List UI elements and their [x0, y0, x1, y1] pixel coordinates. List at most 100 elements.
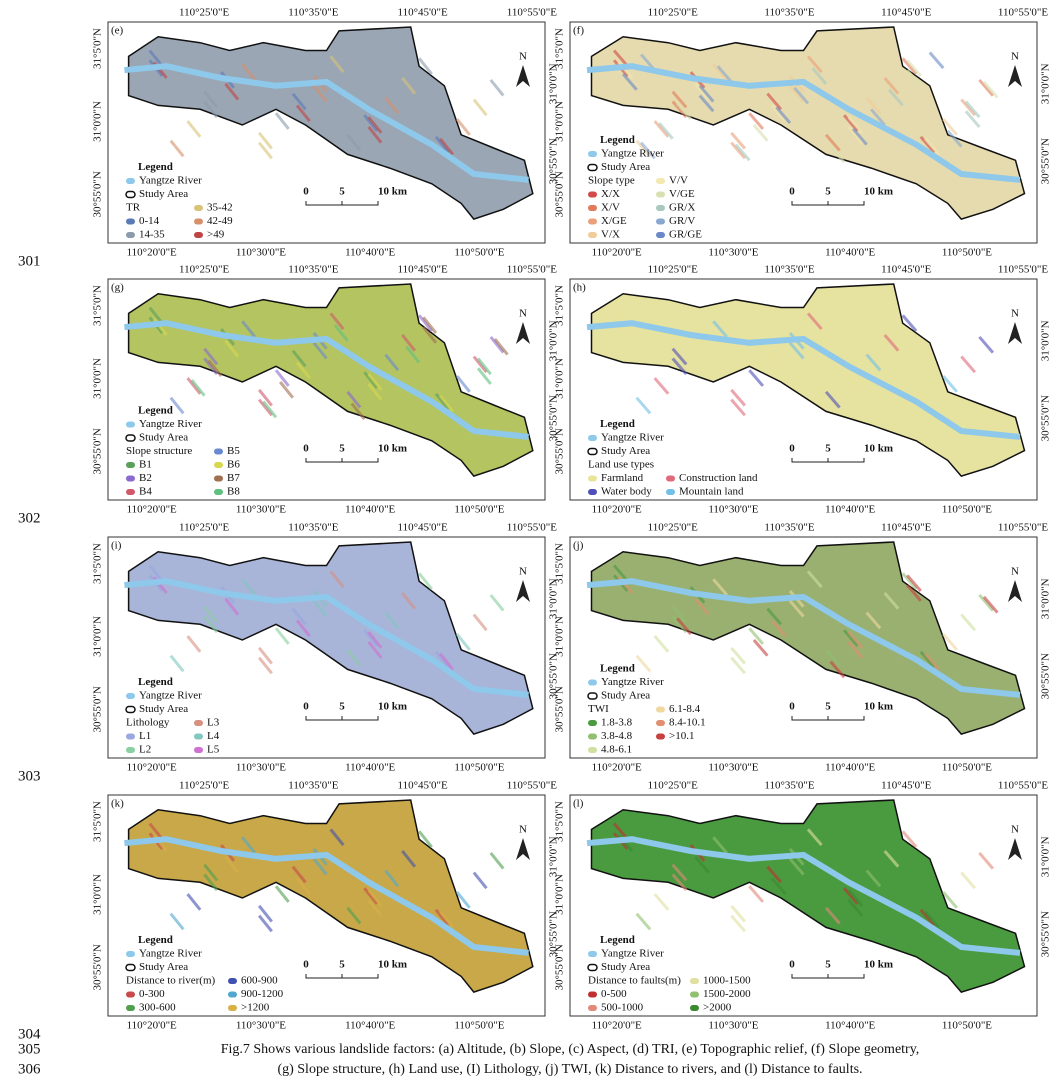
- legend-item: X/X: [601, 188, 620, 200]
- lon-label: 110°30'0"E: [236, 504, 286, 516]
- map-panel: (l)110°25'0"E110°35'0"E110°45'0"E110°55'…: [554, 780, 1052, 1032]
- scale-label: 0: [789, 443, 795, 455]
- legend-swatch: [194, 219, 203, 225]
- lon-label: 110°25'0"E: [648, 522, 698, 534]
- legend-item: Water body: [601, 486, 652, 498]
- lon-label: 110°45'0"E: [398, 522, 448, 534]
- panel-label: (e): [111, 25, 124, 37]
- lon-label: 110°35'0"E: [288, 7, 338, 19]
- lon-label: 110°25'0"E: [648, 780, 698, 792]
- legend-swatch: [126, 178, 135, 184]
- legend-item: 3.8-4.8: [601, 730, 633, 742]
- lon-label: 110°55'0"E: [998, 7, 1048, 19]
- legend-item: >2000: [703, 1002, 732, 1014]
- panel-label: (g): [111, 282, 124, 294]
- legend-item: 300-600: [139, 1002, 176, 1014]
- lon-label: 110°35'0"E: [764, 522, 814, 534]
- legend-swatch: [588, 951, 597, 957]
- lon-label: 110°45'0"E: [398, 780, 448, 792]
- legend-swatch: [588, 680, 597, 686]
- legend-swatch: [656, 192, 665, 198]
- north-label: N: [519, 308, 527, 320]
- lon-label: 110°40'0"E: [345, 1020, 395, 1032]
- scale-label: 10 km: [864, 959, 893, 971]
- lon-label: 110°35'0"E: [764, 780, 814, 792]
- legend-item: B8: [227, 486, 240, 498]
- legend-item: >10.1: [669, 730, 694, 742]
- legend-swatch: [588, 151, 597, 157]
- legend-item: Study Area: [139, 703, 188, 715]
- legend-factor: Land use types: [588, 459, 654, 471]
- lon-label: 110°50'0"E: [942, 762, 992, 774]
- legend-swatch: [126, 462, 135, 468]
- lat-label: 31°0'0"N: [554, 874, 566, 915]
- lon-label: 110°20'0"E: [127, 762, 177, 774]
- lon-label: 110°30'0"E: [236, 1020, 286, 1032]
- legend-swatch: [656, 707, 665, 713]
- lon-label: 110°50'0"E: [942, 1020, 992, 1032]
- legend-item: 600-900: [241, 975, 278, 987]
- legend-item: >1200: [241, 1002, 270, 1014]
- legend-swatch: [228, 978, 237, 984]
- lon-label: 110°45'0"E: [881, 780, 931, 792]
- lat-label: 30°55'0"N: [92, 428, 104, 474]
- legend-swatch: [588, 1005, 597, 1011]
- scale-label: 10 km: [378, 959, 407, 971]
- lon-label: 110°30'0"E: [236, 247, 286, 259]
- lat-label: 31°0'0"N: [1040, 578, 1052, 619]
- lon-label: 110°45'0"E: [881, 7, 931, 19]
- legend-swatch: [194, 747, 203, 753]
- legend-item: 8.4-10.1: [669, 717, 706, 729]
- legend-item: 0-14: [139, 215, 160, 227]
- legend-item: 500-1000: [601, 1002, 644, 1014]
- legend-swatch: [588, 476, 597, 482]
- legend-item: Yangtze River: [601, 948, 664, 960]
- lon-label: 110°40'0"E: [825, 1020, 875, 1032]
- scale-label: 10 km: [864, 186, 893, 198]
- map-panel: (f)110°25'0"E110°35'0"E110°45'0"E110°55'…: [554, 7, 1052, 259]
- legend-item: Study Area: [139, 961, 188, 973]
- legend-swatch: [214, 489, 223, 495]
- legend-item: 14-35: [139, 229, 165, 241]
- legend-item: L3: [207, 717, 220, 729]
- legend-item: Yangtze River: [139, 690, 202, 702]
- legend-swatch: [588, 747, 597, 753]
- legend-swatch: [126, 476, 135, 482]
- scale-label: 5: [825, 701, 831, 713]
- legend-swatch: [656, 205, 665, 211]
- lon-label: 110°25'0"E: [179, 780, 229, 792]
- legend-swatch: [126, 489, 135, 495]
- legend-item: X/GE: [601, 215, 627, 227]
- lat-label: 31°0'0"N: [1040, 63, 1052, 104]
- lon-label: 110°55'0"E: [507, 522, 557, 534]
- lon-label: 110°45'0"E: [881, 264, 931, 276]
- map-panel: (e)110°25'0"E110°35'0"E110°45'0"E110°55'…: [92, 7, 560, 259]
- lon-label: 110°50'0"E: [942, 504, 992, 516]
- scale-label: 10 km: [864, 443, 893, 455]
- legend-swatch: [666, 476, 675, 482]
- legend-swatch: [194, 205, 203, 211]
- lon-label: 110°20'0"E: [127, 504, 177, 516]
- legend-swatch: [228, 992, 237, 998]
- lat-label: 31°0'0"N: [554, 616, 566, 657]
- lon-label: 110°55'0"E: [507, 7, 557, 19]
- north-label: N: [519, 824, 527, 836]
- legend-factor: TR: [126, 202, 141, 214]
- lon-label: 110°25'0"E: [179, 522, 229, 534]
- legend-item: L4: [207, 730, 220, 742]
- legend-swatch: [690, 978, 699, 984]
- lon-label: 110°50'0"E: [454, 504, 504, 516]
- legend-swatch: [690, 992, 699, 998]
- lat-label: 30°55'0"N: [554, 686, 566, 732]
- legend-swatch: [588, 205, 597, 211]
- lat-label: 31°0'0"N: [1040, 836, 1052, 877]
- legend-item: Mountain land: [679, 486, 744, 498]
- scale-label: 5: [339, 443, 345, 455]
- caption-line: Fig.7 Shows various landslide factors: (…: [221, 1042, 920, 1057]
- lon-label: 110°50'0"E: [942, 247, 992, 259]
- legend-swatch: [588, 489, 597, 495]
- lon-label: 110°30'0"E: [708, 762, 758, 774]
- legend-item: Construction land: [679, 472, 758, 484]
- legend-item: Yangtze River: [601, 432, 664, 444]
